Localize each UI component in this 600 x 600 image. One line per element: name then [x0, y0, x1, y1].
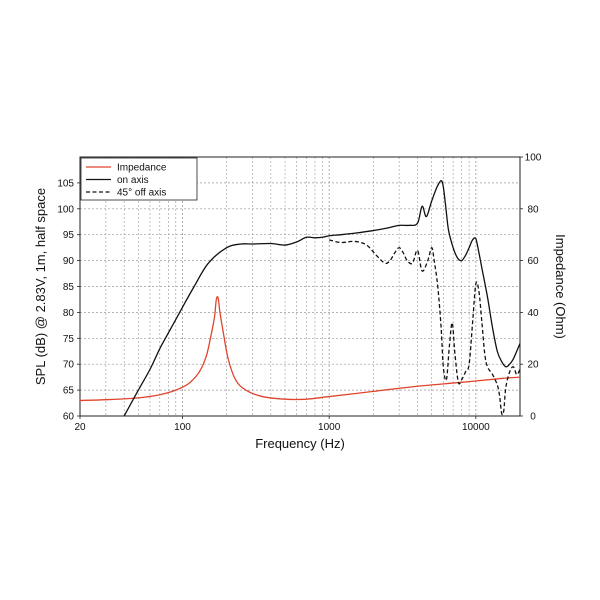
y-tick-label: 85 [63, 282, 75, 293]
y2-tick-label: 40 [527, 308, 539, 319]
axis-ticks: 20 100 1000 10000 60 65 70 75 80 85 90 95 100 105 0 20 4… [57, 153, 541, 434]
x-tick-label: 1000 [318, 422, 341, 433]
y-tick-label: 70 [63, 360, 75, 371]
x-tick-label: 10000 [462, 422, 490, 433]
x-tick-label: 100 [174, 422, 191, 433]
y-axis-title: SPL (dB) @ 2.83V, 1m, half space [33, 188, 48, 385]
y-tick-label: 95 [63, 230, 75, 241]
impedance-curve [80, 296, 520, 402]
legend-label-off-axis: 45° off axis [117, 188, 166, 199]
grid-major-lines [80, 157, 520, 416]
x-tick-label: 20 [74, 422, 86, 433]
y-tick-label: 65 [63, 386, 75, 397]
off-axis-curve [329, 239, 520, 416]
y-tick-label: 90 [63, 256, 75, 267]
y2-axis-title: Impedance (Ohm) [553, 234, 568, 339]
legend: Impedance on axis 45° off axis [80, 157, 198, 201]
y2-tick-label: 60 [527, 256, 539, 267]
y-tick-label: 75 [63, 334, 75, 345]
y2-tick-label: 80 [527, 204, 539, 215]
legend-label-impedance: Impedance [117, 163, 167, 174]
x-axis-title: Frequency (Hz) [255, 436, 345, 451]
y2-tick-label: 0 [530, 412, 536, 423]
y-tick-label: 60 [63, 412, 75, 423]
y-tick-label: 80 [63, 308, 75, 319]
y-tick-label: 105 [57, 178, 74, 189]
y2-tick-label: 100 [525, 153, 542, 164]
y-tick-label: 100 [57, 204, 74, 215]
series-lines [80, 180, 520, 416]
legend-box [80, 157, 198, 201]
on-axis-curve [123, 180, 520, 416]
y2-tick-label: 20 [527, 360, 539, 371]
legend-label-on-axis: on axis [117, 175, 149, 186]
